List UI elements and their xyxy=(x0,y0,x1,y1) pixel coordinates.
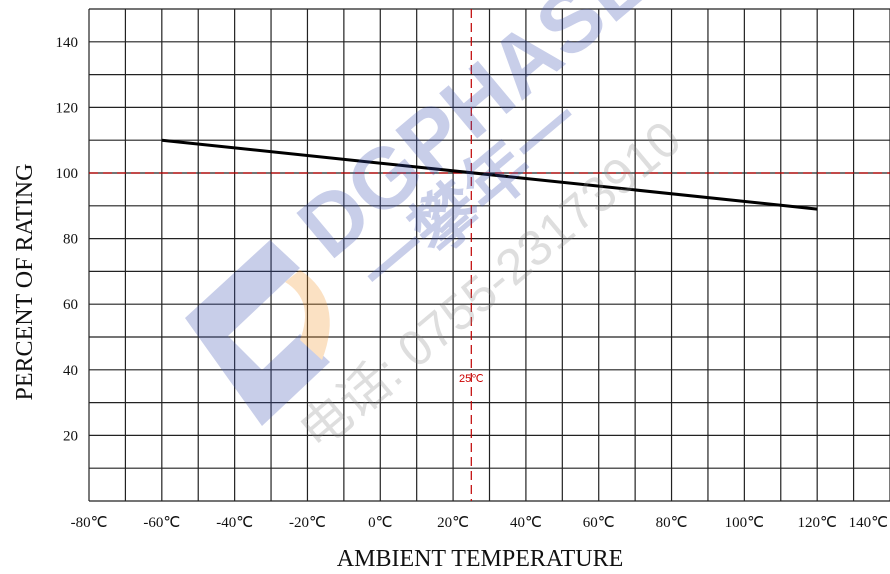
grid xyxy=(88,8,890,502)
watermark: DGPHASE 一攀年一 电话: 0755-23173910 xyxy=(185,0,691,460)
derating-curve xyxy=(161,138,818,211)
y-tick-label: 120 xyxy=(56,100,79,116)
x-tick-label: -80℃ xyxy=(71,515,108,531)
x-axis-title: AMBIENT TEMPERATURE xyxy=(337,546,623,572)
y-tick-label: 40 xyxy=(63,363,78,379)
x-tick-label: 80℃ xyxy=(656,515,688,531)
reference-lines: 25℃ xyxy=(89,9,890,501)
watermark-logo xyxy=(185,240,330,426)
x-tick-label: -40℃ xyxy=(216,515,253,531)
reference-label-25c: 25℃ xyxy=(459,373,484,385)
x-tick-label: 60℃ xyxy=(583,515,615,531)
y-tick-labels: 20 40 60 80 100 120 140 xyxy=(56,35,79,445)
series-group xyxy=(161,138,818,211)
x-tick-label: 120℃ xyxy=(798,515,837,531)
x-tick-label: 40℃ xyxy=(510,515,542,531)
y-axis-title: PERCENT OF RATING xyxy=(12,164,38,401)
y-tick-label: 100 xyxy=(56,166,79,182)
y-tick-label: 80 xyxy=(63,232,78,248)
x-tick-label: 0℃ xyxy=(368,515,392,531)
x-tick-label: 140℃ xyxy=(849,515,888,531)
x-tick-label: 100℃ xyxy=(725,515,764,531)
x-tick-label: -20℃ xyxy=(289,515,326,531)
y-tick-label: 140 xyxy=(56,35,79,51)
x-tick-label: 20℃ xyxy=(437,515,469,531)
x-tick-label: -60℃ xyxy=(143,515,180,531)
y-tick-label: 60 xyxy=(63,297,78,313)
x-tick-labels: -80℃ -60℃ -40℃ -20℃ 0℃ 20℃ 40℃ 60℃ 80℃ 100℃ 120℃ 14… xyxy=(71,515,888,531)
y-tick-label: 20 xyxy=(63,428,78,444)
